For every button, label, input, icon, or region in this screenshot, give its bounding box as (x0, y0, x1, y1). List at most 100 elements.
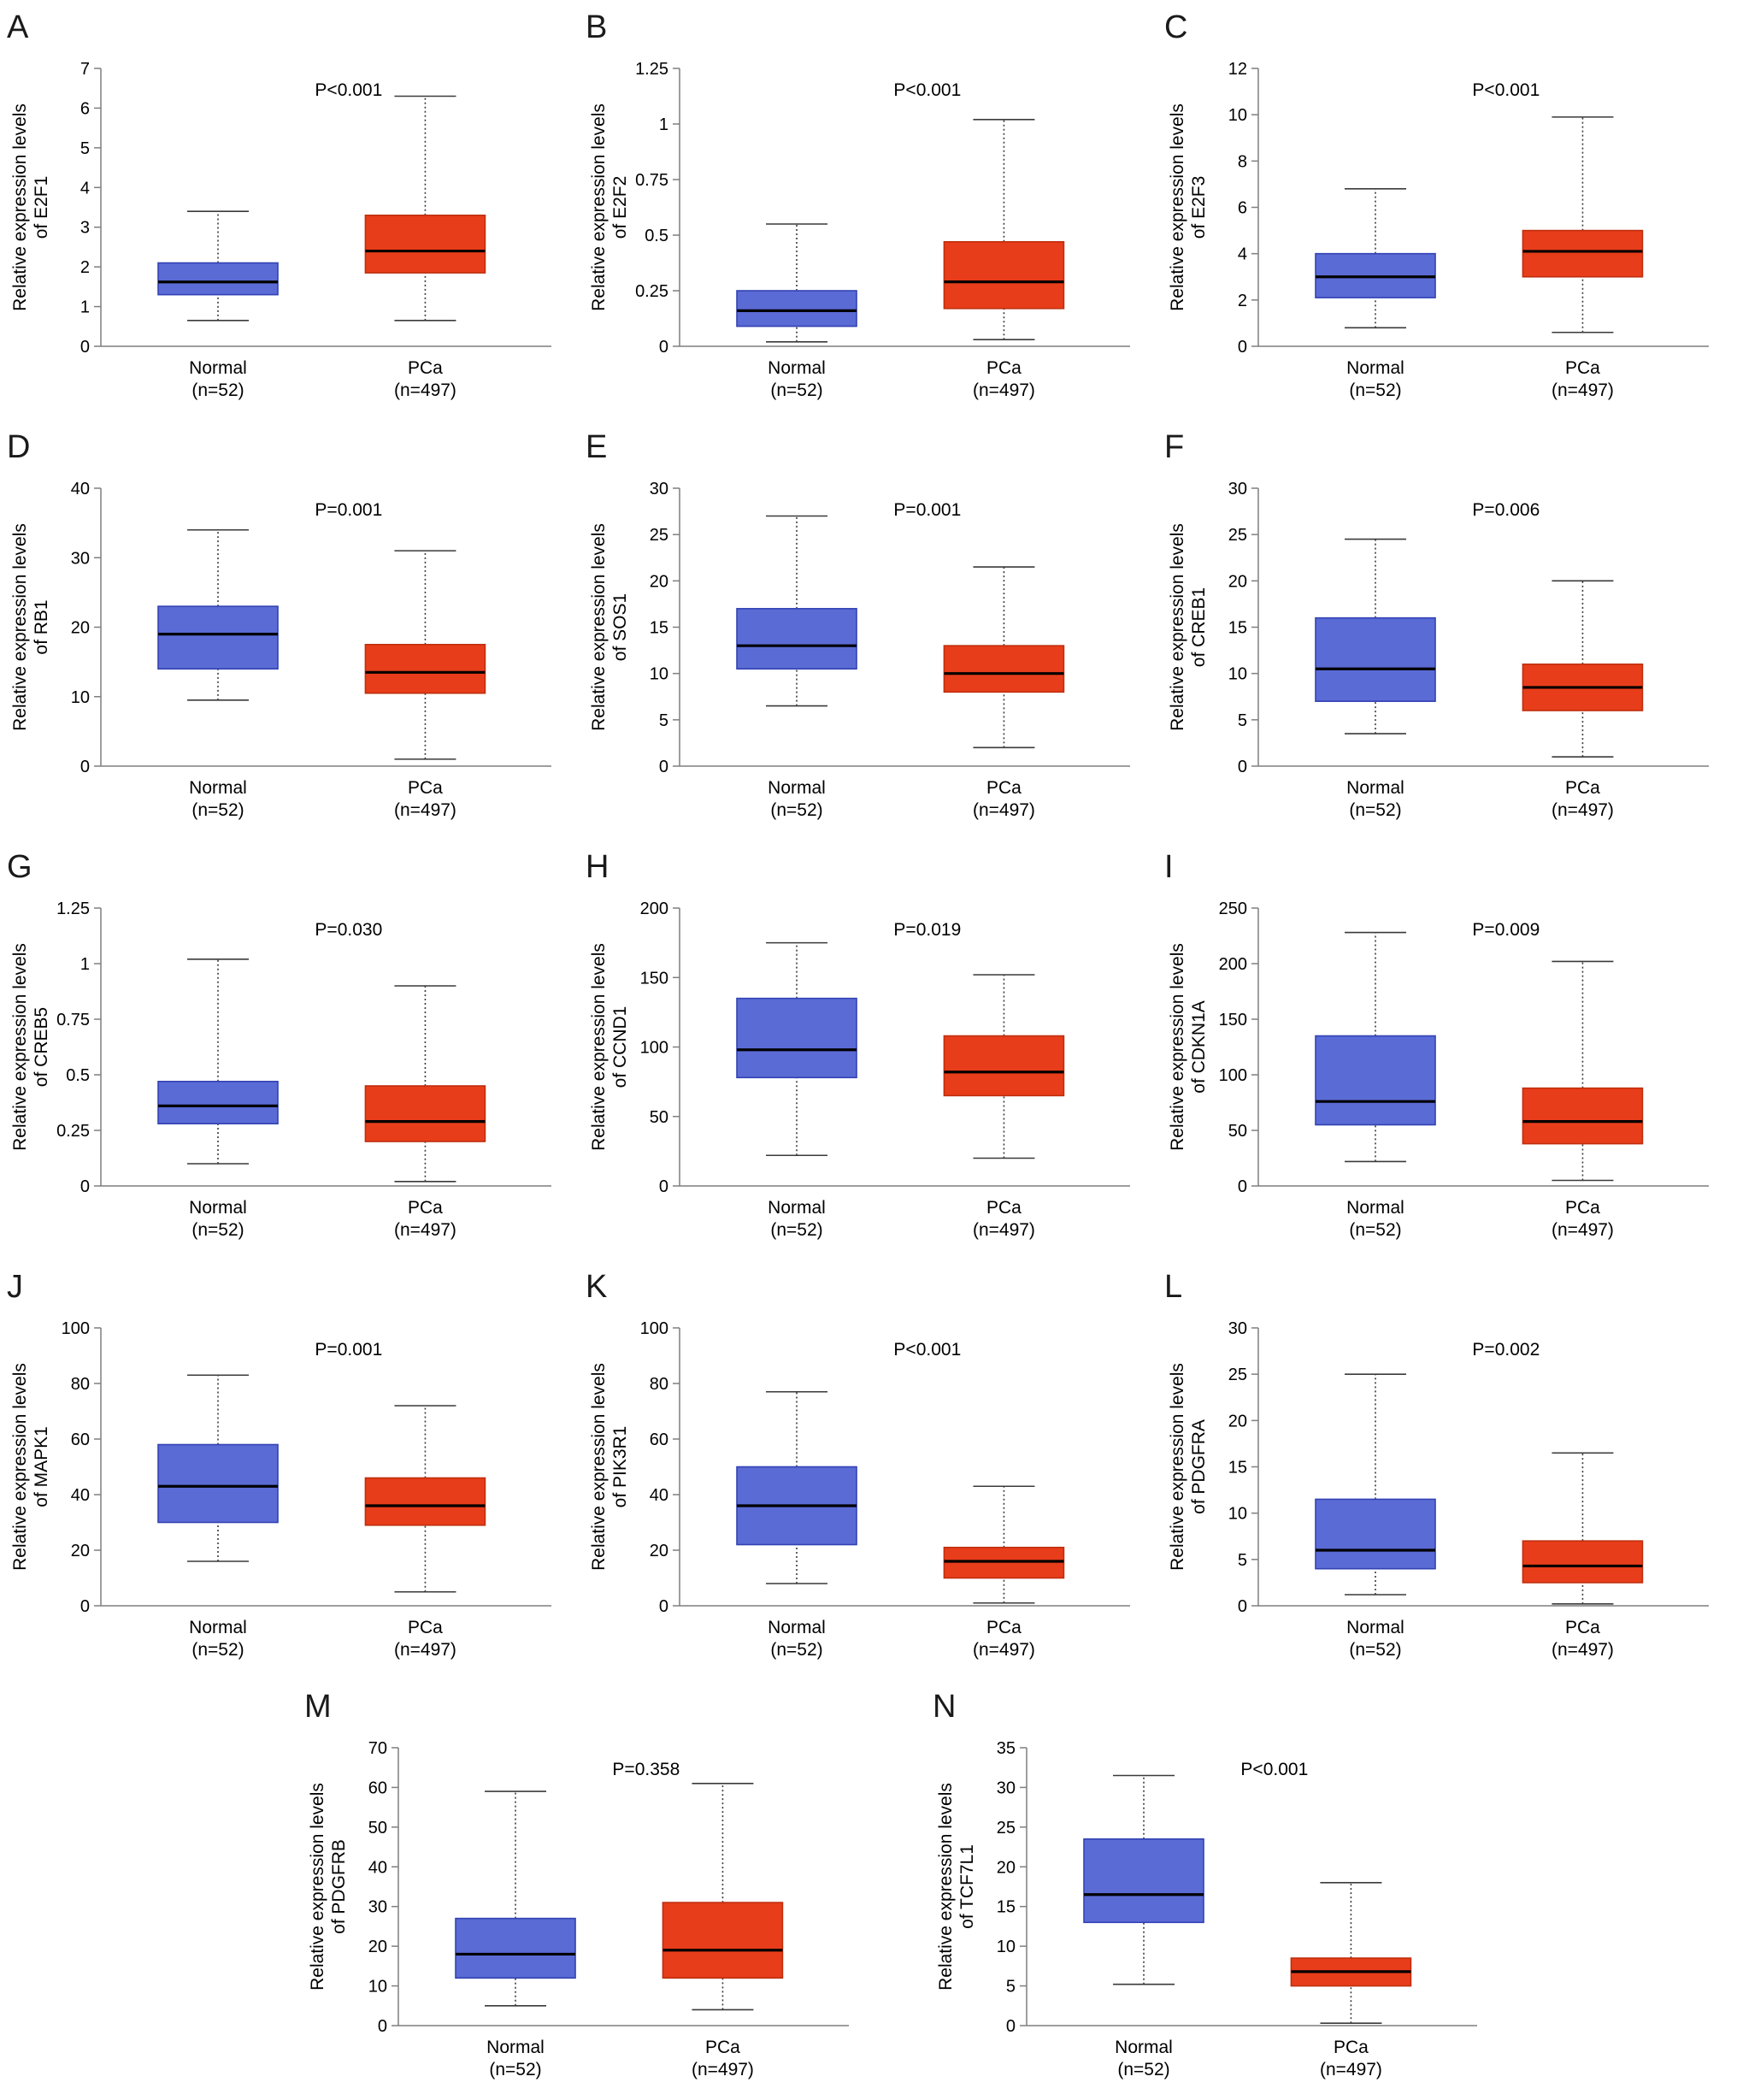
y-axis-label-line1: Relative expression levels (10, 103, 30, 311)
panel-B: B 0 0.25 0.5 0.75 1 1.25 Relative expression le… (579, 0, 1157, 420)
y-tick-label: 0 (659, 338, 668, 357)
y-tick-label: 150 (640, 969, 668, 988)
y-tick-label: 20 (650, 1542, 668, 1560)
p-value-label: P=0.001 (893, 500, 961, 520)
box-pca (943, 1035, 1065, 1097)
p-value-label: P=0.001 (315, 1340, 382, 1360)
y-tick-label: 0 (659, 1597, 668, 1616)
group-label-normal: Normal (1346, 778, 1404, 798)
group-n-label-normal: (n=52) (1349, 1640, 1401, 1660)
y-tick-label: 0 (80, 1177, 90, 1196)
panel-letter: E (586, 429, 607, 465)
group-n-label-normal: (n=52) (1117, 2060, 1169, 2079)
group-n-label-pca: (n=497) (394, 1220, 456, 1240)
box-normal (455, 1917, 576, 1979)
panel-letter: B (586, 9, 607, 45)
y-tick-label: 0.25 (56, 1122, 90, 1141)
group-label-normal: Normal (189, 1618, 247, 1637)
y-tick-label: 0 (1238, 758, 1247, 776)
y-tick-label: 7 (80, 60, 90, 79)
boxplot-CDKN1A: I 0 50 100 150 200 250 Relative expression leve… (1164, 849, 1709, 1240)
y-tick-label: 30 (368, 1898, 387, 1917)
panel-C: C 0 2 4 6 8 10 12 Relative expression levels of E… (1157, 0, 1736, 420)
group-n-label-normal: (n=52) (191, 380, 244, 400)
group-n-label-pca: (n=497) (692, 2060, 754, 2079)
y-tick-label: 30 (1228, 1319, 1247, 1338)
panel-A: A 0 1 2 3 4 5 6 7 Relative expression levels of E2… (0, 0, 579, 420)
group-n-label-pca: (n=497) (394, 380, 456, 400)
y-tick-label: 8 (1238, 152, 1247, 171)
y-axis-label-line2: of SOS1 (610, 593, 630, 661)
p-value-label: P=0.002 (1472, 1340, 1540, 1360)
group-n-label-normal: (n=52) (191, 1640, 244, 1660)
boxplot-SOS1: E 0 5 10 15 20 25 30 Relative expression levels o… (586, 429, 1130, 820)
boxplot-PDGFRA: L 0 5 10 15 20 25 30 Relative expression levels o… (1164, 1269, 1709, 1660)
group-n-label-normal: (n=52) (191, 1220, 244, 1240)
group-label-normal: Normal (1346, 358, 1404, 378)
y-tick-label: 3 (80, 219, 90, 238)
group-label-pca: PCa (408, 1618, 443, 1637)
y-tick-label: 5 (1238, 711, 1247, 730)
panel-H: H 0 50 100 150 200 Relative expression levels o… (579, 840, 1157, 1259)
y-tick-label: 0.75 (635, 171, 668, 190)
y-tick-label: 15 (997, 1898, 1016, 1917)
y-tick-label: 30 (650, 480, 668, 498)
group-n-label-pca: (n=497) (973, 800, 1035, 820)
y-tick-label: 1 (80, 298, 90, 317)
y-tick-label: 10 (1228, 1505, 1247, 1524)
panel-J: J 0 20 40 60 80 100 Relative expression levels o… (0, 1259, 579, 1679)
panel-letter: A (7, 9, 29, 45)
p-value-label: P=0.009 (1472, 920, 1540, 940)
y-tick-label: 70 (368, 1739, 387, 1758)
box-normal (157, 605, 279, 670)
group-label-pca: PCa (986, 778, 1022, 798)
y-tick-label: 5 (1238, 1551, 1247, 1570)
y-tick-label: 40 (71, 480, 90, 498)
y-tick-label: 0 (1238, 1597, 1247, 1616)
y-tick-label: 100 (640, 1039, 668, 1058)
p-value-label: P=0.019 (893, 920, 961, 940)
y-axis-label-line2: of TCF7L1 (957, 1844, 977, 1929)
panel-letter: N (933, 1689, 956, 1725)
y-tick-label: 4 (80, 179, 90, 198)
p-value-label: P=0.001 (315, 500, 382, 520)
group-label-pca: PCa (986, 358, 1022, 378)
y-tick-label: 50 (1228, 1122, 1247, 1141)
y-axis-label-line1: Relative expression levels (1168, 523, 1187, 731)
y-tick-label: 80 (650, 1375, 668, 1394)
boxplot-CREB5: G 0 0.25 0.5 0.75 1 1.25 Relative expression le… (7, 849, 551, 1240)
y-tick-label: 0.75 (56, 1011, 90, 1029)
y-tick-label: 150 (1219, 1011, 1247, 1029)
y-axis-label-line1: Relative expression levels (589, 103, 609, 311)
boxplot-CCND1: H 0 50 100 150 200 Relative expression levels o… (586, 849, 1130, 1240)
y-tick-label: 0.25 (635, 282, 668, 301)
box-normal (157, 262, 279, 296)
y-tick-label: 50 (368, 1819, 387, 1838)
panel-L: L 0 5 10 15 20 25 30 Relative expression levels o… (1157, 1259, 1736, 1679)
y-tick-label: 100 (62, 1319, 90, 1338)
y-tick-label: 15 (1228, 1459, 1247, 1478)
box-normal (1315, 1035, 1436, 1126)
boxplot-PIK3R1: K 0 20 40 60 80 100 Relative expression levels o… (586, 1269, 1130, 1660)
y-tick-label: 30 (1228, 480, 1247, 498)
y-axis-label-line2: of CCND1 (610, 1006, 630, 1088)
group-label-normal: Normal (768, 778, 826, 798)
y-tick-label: 60 (71, 1430, 90, 1449)
p-value-label: P<0.001 (315, 80, 382, 100)
p-value-label: P<0.001 (893, 1340, 961, 1360)
boxplot-E2F1: A 0 1 2 3 4 5 6 7 Relative expression levels of E2… (7, 9, 551, 400)
group-n-label-pca: (n=497) (1552, 380, 1614, 400)
group-label-normal: Normal (1346, 1198, 1404, 1218)
boxplot-MAPK1: J 0 20 40 60 80 100 Relative expression levels o… (7, 1269, 551, 1660)
boxplot-TCF7L1: N 0 5 10 15 20 25 30 35 Relative expression level… (933, 1689, 1477, 2079)
y-tick-label: 0 (1238, 1177, 1247, 1196)
box-pca (662, 1902, 784, 1979)
y-axis-label-line2: of CREB1 (1189, 587, 1209, 667)
panel-letter: F (1164, 429, 1184, 465)
y-tick-label: 5 (80, 139, 90, 158)
p-value-label: P=0.006 (1472, 500, 1540, 520)
group-n-label-pca: (n=497) (394, 1640, 456, 1660)
group-n-label-normal: (n=52) (191, 800, 244, 820)
panel-E: E 0 5 10 15 20 25 30 Relative expression levels o… (579, 420, 1157, 840)
